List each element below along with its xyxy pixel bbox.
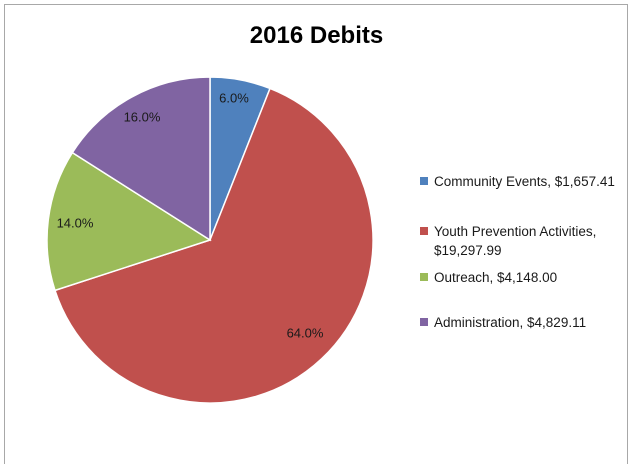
- slice-data-label: 16.0%: [124, 109, 161, 124]
- legend-swatch: [420, 273, 428, 281]
- chart-title: 2016 Debits: [249, 22, 384, 49]
- legend-item: Administration, $4,829.11: [420, 313, 630, 332]
- legend-label: Community Events, $1,657.41: [434, 174, 615, 189]
- slice-data-label: 6.0%: [219, 90, 249, 105]
- slice-data-label: 14.0%: [57, 215, 94, 230]
- legend-label: Administration, $4,829.11: [434, 315, 587, 330]
- legend-swatch: [420, 227, 428, 235]
- legend-item: Outreach, $4,148.00: [420, 268, 630, 287]
- pie-slice-2: [54, 87, 374, 404]
- legend-item: Community Events, $1,657.41: [420, 172, 630, 191]
- legend-swatch: [420, 318, 428, 326]
- legend-label: Outreach, $4,148.00: [434, 270, 558, 285]
- legend-item: Youth Prevention Activities, $19,297.99: [420, 222, 630, 260]
- legend-label: Youth Prevention Activities, $19,297.99: [434, 224, 597, 258]
- slice-data-label: 64.0%: [287, 325, 324, 340]
- legend-swatch: [420, 177, 428, 185]
- pie-slice-4: [71, 76, 211, 242]
- pie-slice-3: [46, 151, 212, 292]
